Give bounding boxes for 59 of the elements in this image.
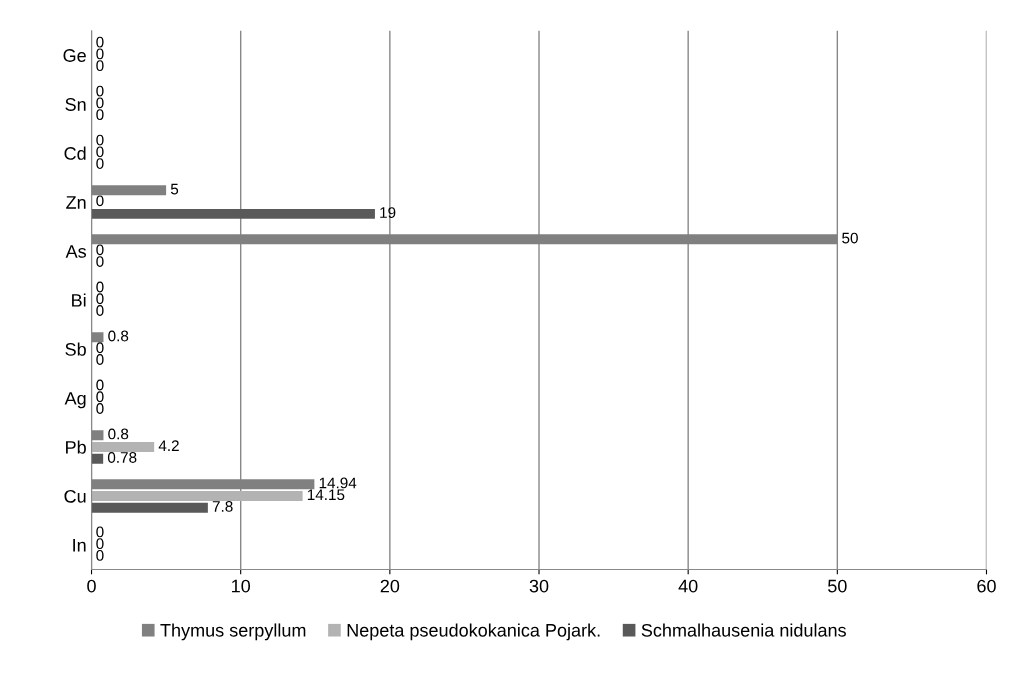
y-tick-label: As: [65, 245, 87, 258]
y-tick-label: Bi: [72, 293, 86, 307]
data-label: 0.78: [107, 452, 137, 463]
y-tick-label: Cd: [64, 146, 86, 160]
bar: [91, 502, 208, 513]
data-label: 4.2: [158, 440, 179, 451]
data-label: 0: [96, 85, 104, 97]
data-label: 0: [96, 244, 104, 256]
data-label: 7.8: [212, 501, 233, 512]
data-label: 0: [96, 134, 104, 146]
data-label: 0: [96, 526, 104, 538]
data-label: 0: [96, 60, 104, 72]
legend-label: Thymus serpyllum: [160, 623, 306, 641]
data-label: 0.8: [108, 330, 129, 342]
bar: [91, 208, 375, 219]
x-tick-label: 30: [529, 579, 549, 593]
data-label: 0: [96, 354, 104, 365]
data-label: 0: [96, 403, 104, 414]
x-tick-label: 40: [678, 579, 698, 593]
data-label: 0: [96, 48, 104, 60]
y-tick-label: Sn: [65, 98, 86, 111]
data-label: 0: [96, 538, 104, 550]
data-label: 0: [96, 281, 104, 293]
y-tick-label: Ge: [63, 49, 86, 62]
data-label: 0: [96, 146, 104, 158]
bar: [91, 491, 303, 501]
bar: [91, 453, 104, 464]
x-tick-label: 60: [977, 579, 996, 593]
data-label: 0: [96, 97, 104, 109]
data-label: 0: [96, 379, 104, 391]
data-label: 0: [96, 391, 104, 403]
legend-label: Nepeta pseudokokanica Pojark.: [347, 623, 600, 641]
x-tick-label: 20: [380, 579, 400, 593]
x-tick-label: 50: [828, 579, 847, 593]
data-label: 0: [96, 342, 104, 354]
legend-label: Schmalhausenia nidulans: [641, 623, 846, 637]
data-label: 0: [96, 256, 104, 267]
y-tick-label: Sb: [65, 342, 86, 356]
data-label: 14.94: [319, 477, 357, 489]
y-tick-label: Pb: [66, 440, 86, 454]
data-label: 50: [842, 232, 858, 244]
y-tick-label: Zn: [66, 196, 86, 209]
data-label: 0: [96, 550, 104, 561]
y-tick-label: In: [73, 539, 86, 552]
y-tick-label: Cu: [64, 489, 86, 503]
data-label: 14.15: [307, 489, 345, 501]
bar: [91, 442, 155, 453]
x-tick-label: 10: [232, 579, 251, 593]
data-label: 19: [380, 207, 396, 218]
data-label: 0.8: [108, 428, 129, 440]
data-label: 0: [96, 158, 104, 169]
data-label: 0: [96, 109, 104, 121]
data-label: 0: [96, 305, 104, 316]
data-label: 0: [96, 36, 104, 48]
data-label: 0: [96, 293, 104, 305]
y-tick-label: Ag: [64, 392, 86, 409]
data-label: 0: [96, 195, 104, 207]
x-tick-label: 0: [87, 579, 96, 593]
data-label: 5: [170, 183, 179, 195]
